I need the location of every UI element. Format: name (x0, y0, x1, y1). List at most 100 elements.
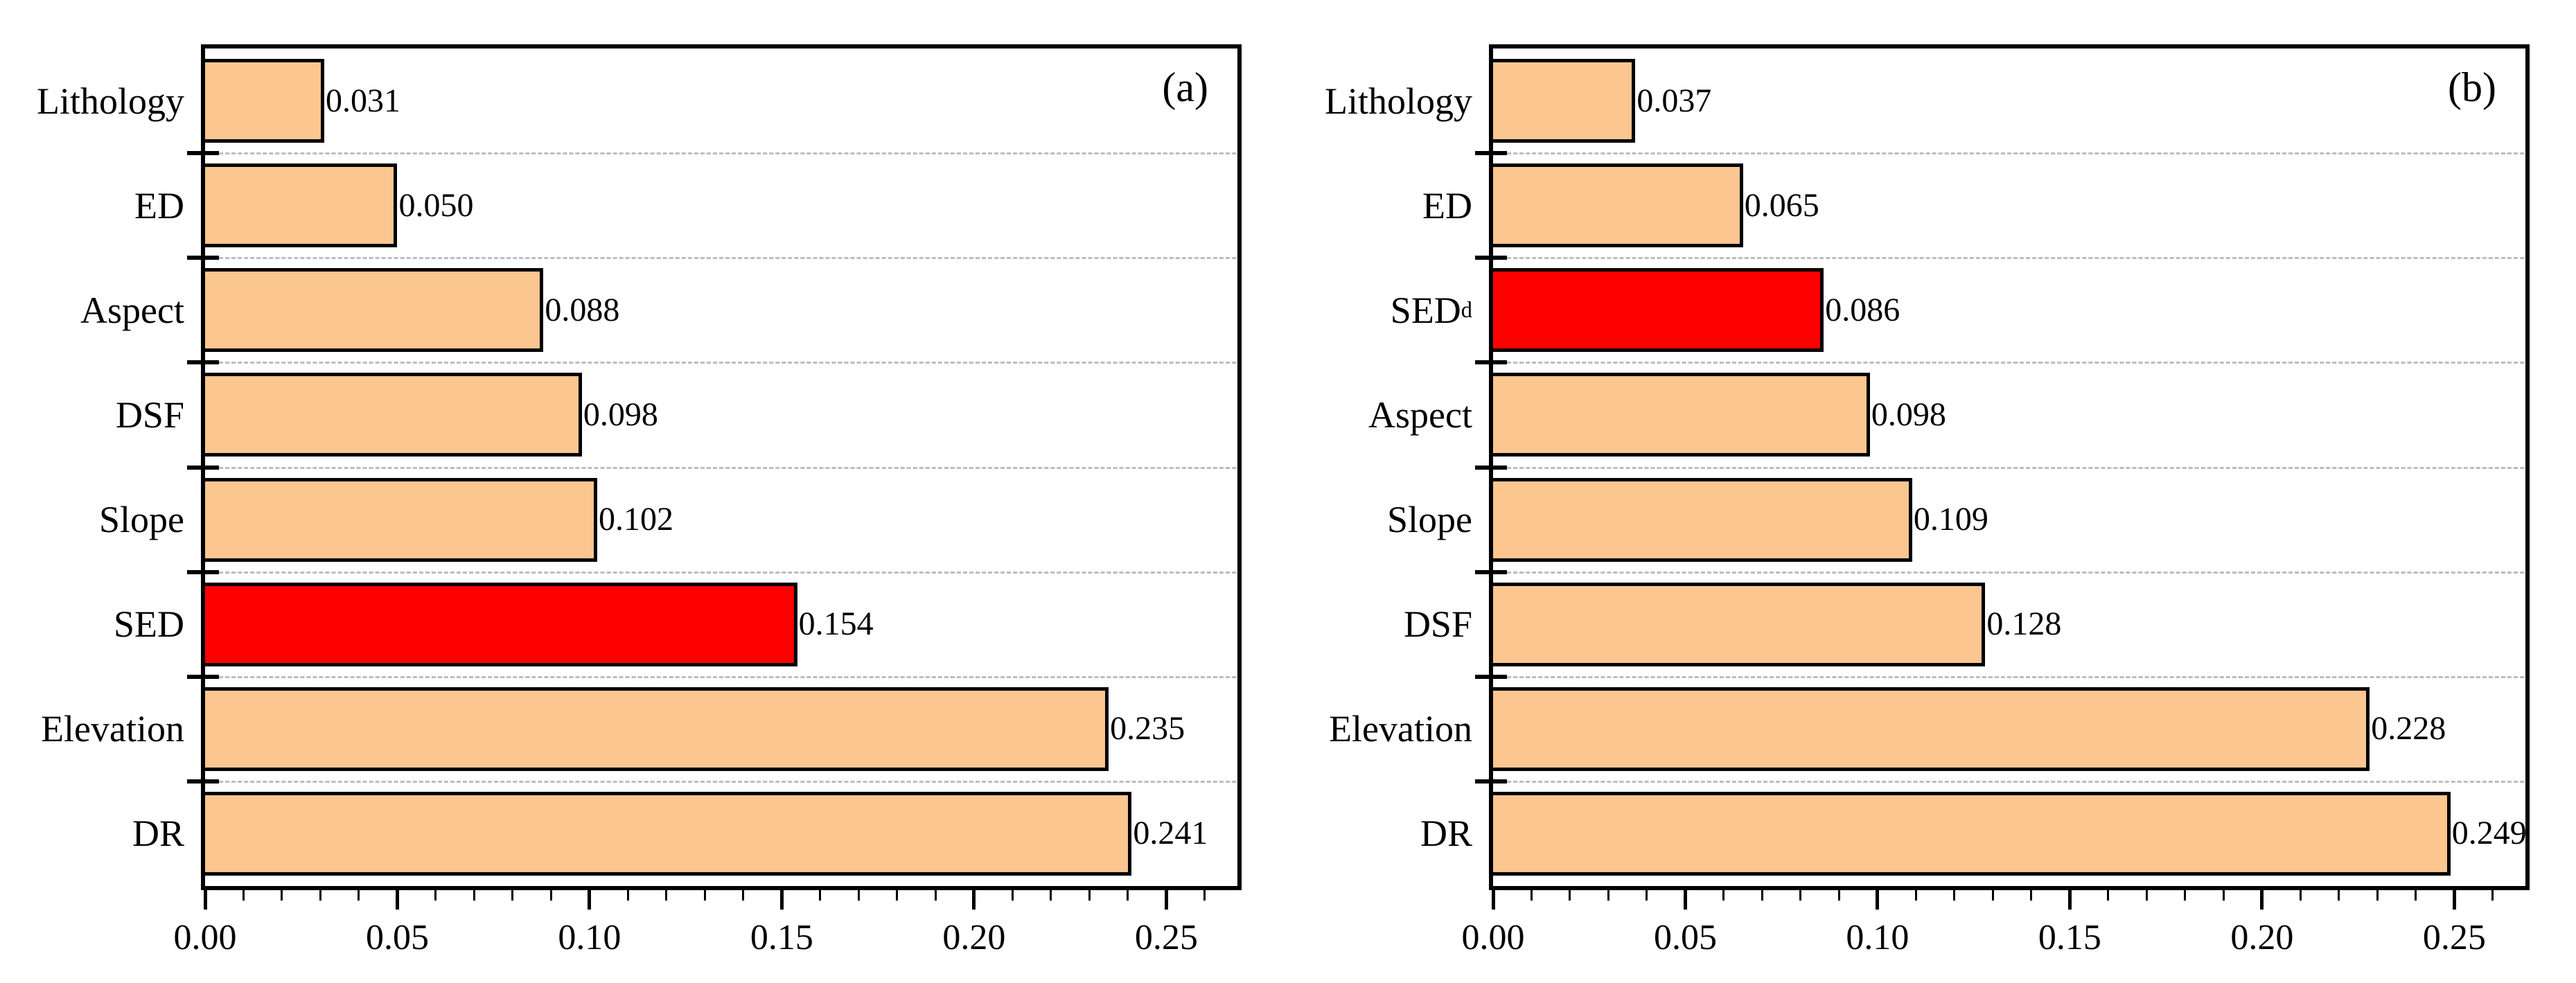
bar-value-label: 0.109 (1913, 501, 1988, 538)
bar-value-label: 0.037 (1637, 82, 1712, 119)
x-axis-major-tick (588, 890, 592, 910)
bar-slope (1493, 477, 1912, 562)
x-axis-tick-label: 0.05 (1653, 918, 1717, 957)
x-axis-minor-tick (281, 890, 283, 901)
x-axis-minor-tick (626, 890, 629, 901)
x-axis-minor-tick (2299, 890, 2302, 901)
x-axis-minor-tick (2030, 890, 2033, 901)
category-separator-gridline (206, 675, 1236, 678)
x-axis-minor-tick (1607, 890, 1609, 901)
category-separator-gridline (1494, 257, 2524, 260)
x-axis-major-tick (2260, 890, 2264, 910)
category-label-text: Slope (1386, 499, 1472, 541)
category-separator-gridline (206, 362, 1236, 364)
x-axis-minor-tick (2376, 890, 2379, 901)
bar-dr (1493, 791, 2451, 876)
bar-dsf (205, 373, 582, 457)
x-axis-minor-tick (1203, 890, 1206, 901)
category-label-sed: SED (0, 572, 184, 677)
bar-ed (205, 163, 398, 248)
bar-value-label: 0.050 (398, 186, 474, 224)
bar-sed (1493, 268, 1824, 353)
panel-letter-label: (b) (2448, 64, 2496, 110)
x-axis-minor-tick (2415, 890, 2417, 901)
x-axis-minor-tick (1646, 890, 1648, 901)
x-axis-tick-label: 0.00 (173, 918, 237, 957)
x-axis-minor-tick (857, 890, 860, 901)
x-axis-minor-tick (1088, 890, 1091, 901)
category-label-text: DSF (1403, 603, 1472, 646)
x-axis-minor-tick (742, 890, 745, 901)
category-label-dr: DR (1288, 781, 1472, 886)
y-axis-boundary-tick (187, 779, 219, 783)
x-axis-major-tick (779, 890, 784, 910)
x-axis-minor-tick (2145, 890, 2148, 901)
x-axis-minor-tick (242, 890, 245, 901)
y-axis-boundary-tick (1475, 151, 1507, 156)
category-label-elevation: Elevation (1288, 677, 1472, 781)
x-axis-tick-label: 0.05 (365, 918, 429, 957)
category-label-text: Slope (98, 499, 184, 541)
category-separator-gridline (1494, 571, 2524, 574)
bar-value-label: 0.031 (326, 82, 401, 119)
x-axis-tick-label: 0.10 (558, 918, 621, 957)
x-axis-major-tick (1876, 890, 1880, 910)
y-axis-boundary-tick (187, 256, 219, 260)
x-axis-minor-tick (1127, 890, 1129, 901)
x-axis-tick-label: 0.20 (942, 918, 1006, 957)
x-axis-minor-tick (665, 890, 668, 901)
category-label-text: Aspect (1368, 393, 1472, 436)
category-label-aspect: Aspect (0, 258, 184, 362)
x-axis-tick-label: 0.25 (2422, 918, 2486, 957)
x-axis-minor-tick (319, 890, 321, 901)
y-axis-boundary-tick (1475, 256, 1507, 260)
category-separator-gridline (206, 257, 1236, 260)
category-separator-gridline (1494, 152, 2524, 155)
category-label-text: ED (134, 184, 184, 227)
y-axis-boundary-tick (1475, 360, 1507, 365)
y-axis-boundary-tick (1475, 674, 1507, 679)
y-axis-boundary-tick (1475, 779, 1507, 783)
x-axis-major-tick (395, 890, 399, 910)
category-separator-gridline (1494, 675, 2524, 678)
x-axis-major-tick (1491, 890, 1495, 910)
x-axis-tick-label: 0.20 (2230, 918, 2294, 957)
category-label-text: ED (1422, 184, 1472, 227)
category-separator-gridline (206, 571, 1236, 574)
bar-value-label: 0.154 (798, 605, 874, 643)
plot-area: 0.037 0.065 0.086 0.098 0.109 0.128 0.228 0.249… (1489, 44, 2530, 890)
category-label-ed: ED (0, 153, 184, 258)
category-separator-gridline (1494, 780, 2524, 783)
bar-value-label: 0.065 (1744, 186, 1819, 224)
category-label-text: Elevation (41, 708, 184, 750)
x-axis-minor-tick (1991, 890, 1994, 901)
bar-dsf (1493, 582, 1986, 666)
x-axis-major-tick (1164, 890, 1168, 910)
x-axis-major-tick (203, 890, 207, 910)
bar-elevation (205, 687, 1109, 771)
x-axis-minor-tick (2222, 890, 2225, 901)
bar-value-label: 0.102 (599, 501, 674, 538)
category-label-lithology: Lithology (0, 48, 184, 153)
category-label-elevation: Elevation (0, 677, 184, 781)
category-label-text: DR (1420, 813, 1472, 855)
x-axis-tick-label: 0.10 (1846, 918, 1909, 957)
y-axis-boundary-tick (187, 360, 219, 365)
x-axis-minor-tick (1837, 890, 1840, 901)
x-axis-major-tick (2452, 890, 2456, 910)
x-axis-minor-tick (2491, 890, 2494, 901)
x-axis-minor-tick (473, 890, 475, 901)
x-axis-minor-tick (1569, 890, 1571, 901)
bar-value-label: 0.249 (2451, 815, 2527, 852)
bar-elevation (1493, 687, 2370, 771)
x-axis-minor-tick (1914, 890, 1917, 901)
x-axis-minor-tick (434, 890, 437, 901)
y-axis-boundary-tick (187, 569, 219, 574)
x-axis-minor-tick (549, 890, 552, 901)
x-axis-minor-tick (1953, 890, 1956, 901)
bar-lithology (1493, 59, 1636, 143)
x-axis-minor-tick (934, 890, 937, 901)
category-label-dsf: DSF (0, 362, 184, 467)
bar-value-label: 0.128 (1986, 605, 2062, 643)
y-axis-boundary-tick (1475, 465, 1507, 470)
